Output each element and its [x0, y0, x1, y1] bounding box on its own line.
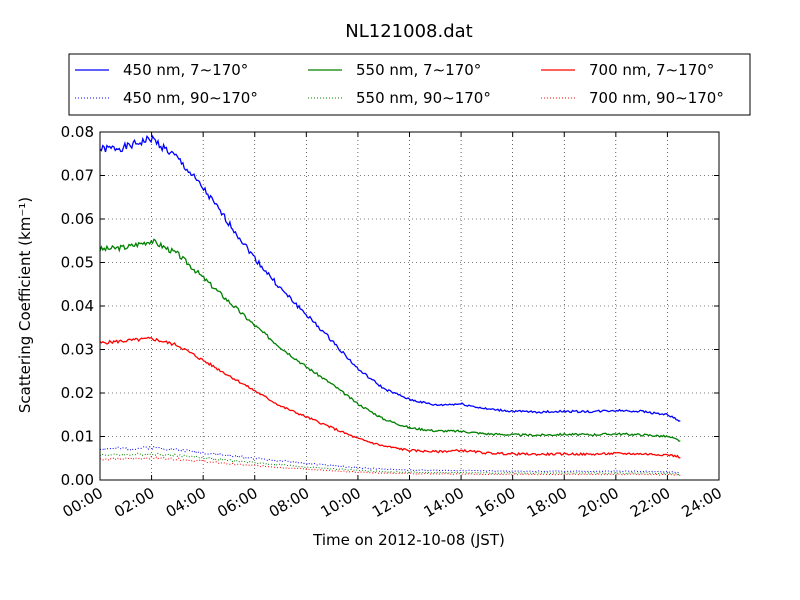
y-tick-label: 0.02 — [61, 384, 94, 402]
y-tick-label: 0.06 — [61, 210, 94, 228]
series-layer — [99, 134, 681, 477]
y-tick-label: 0.00 — [61, 471, 94, 489]
legend-label: 550 nm, 90∼170° — [356, 89, 491, 107]
x-tick-label: 24:00 — [679, 484, 725, 521]
x-tick-label: 04:00 — [163, 484, 209, 521]
x-tick-label: 20:00 — [575, 484, 621, 521]
series-line — [99, 445, 681, 474]
y-tick-label: 0.07 — [61, 167, 94, 185]
x-tick-label: 02:00 — [111, 484, 157, 521]
series-line — [99, 238, 681, 442]
x-axis-title: Time on 2012-10-08 (JST) — [312, 531, 505, 549]
y-tick-label: 0.01 — [61, 428, 94, 446]
y-tick-label: 0.08 — [61, 123, 94, 141]
x-tick-label: 22:00 — [627, 484, 673, 521]
axes — [99, 131, 720, 481]
y-tick-label: 0.04 — [61, 297, 94, 315]
series-line — [99, 456, 681, 477]
y-tick-label: 0.05 — [61, 254, 94, 272]
x-tick-labels: 00:00 02:00 04:00 06:00 08:00 10:00 12:00 14:00… — [60, 484, 725, 521]
series-line — [99, 452, 681, 476]
legend-label: 550 nm, 7∼170° — [356, 61, 481, 79]
y-tick-labels: 0.00 0.01 0.02 0.03 0.04 0.05 0.06 0.07 0.08 — [61, 123, 94, 489]
legend-label: 700 nm, 7∼170° — [589, 61, 714, 79]
legend-label: 450 nm, 7∼170° — [123, 61, 248, 79]
x-tick-label: 08:00 — [266, 484, 312, 521]
x-tick-label: 16:00 — [472, 484, 518, 521]
legend-label: 700 nm, 90∼170° — [589, 89, 724, 107]
legend: 450 nm, 7∼170° 450 nm, 90∼170° 550 nm, 7∼1… — [68, 53, 751, 116]
y-axis-title: Scattering Coefficient (km⁻¹) — [16, 197, 34, 413]
series-line — [99, 336, 681, 459]
chart-title: NL121008.dat — [345, 21, 472, 42]
x-tick-label: 06:00 — [214, 484, 260, 521]
legend-label: 450 nm, 90∼170° — [123, 89, 258, 107]
x-tick-label: 10:00 — [317, 484, 363, 521]
legend-box — [68, 53, 751, 116]
x-tick-label: 00:00 — [60, 484, 106, 521]
y-tick-label: 0.03 — [61, 341, 94, 359]
x-tick-label: 18:00 — [524, 484, 570, 521]
x-tick-label: 12:00 — [369, 484, 415, 521]
x-tick-label: 14:00 — [421, 484, 467, 521]
series-line — [99, 134, 681, 422]
